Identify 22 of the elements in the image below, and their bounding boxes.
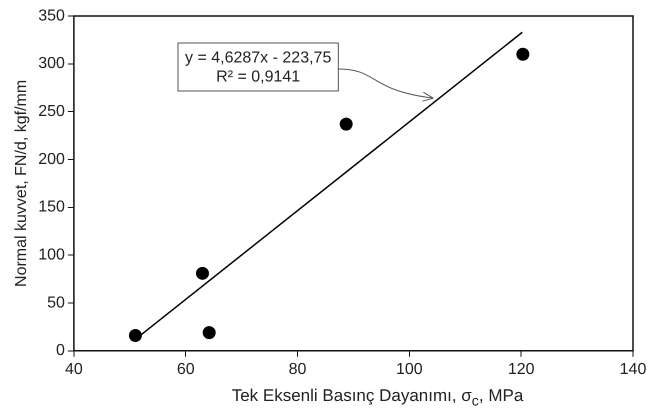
y-tick-label: 350 (38, 7, 65, 24)
point (196, 266, 209, 280)
y-axis-title: Normal kuvvet, FN/d, kgf/mm (13, 80, 30, 287)
point (202, 326, 216, 340)
x-tick-label: 140 (620, 360, 646, 378)
y-tick-label: 250 (38, 103, 65, 120)
x-axis-title: Tek Eksenli Basınç Dayanımı, σ$_{c}$, MPa (230, 386, 524, 410)
point (516, 48, 530, 61)
x-tick-label: 60 (176, 360, 195, 378)
y-tick-label: 100 (38, 246, 65, 264)
y-tick-label: 200 (38, 150, 65, 168)
x-tick-label: 120 (508, 360, 535, 378)
x-tick-label: 100 (396, 360, 423, 378)
annotation: y = 4,6287x - 223,75 R² = 0,9141 (185, 49, 332, 86)
point (128, 328, 142, 342)
x-tick-label: 80 (288, 360, 307, 378)
y-tick-label: 0 (56, 342, 65, 360)
y-tick-label: 300 (38, 55, 65, 72)
y-tick-label: 50 (47, 294, 65, 312)
x-tick-label: 40 (64, 360, 83, 378)
point (340, 118, 353, 131)
y-tick-label: 150 (38, 198, 65, 216)
